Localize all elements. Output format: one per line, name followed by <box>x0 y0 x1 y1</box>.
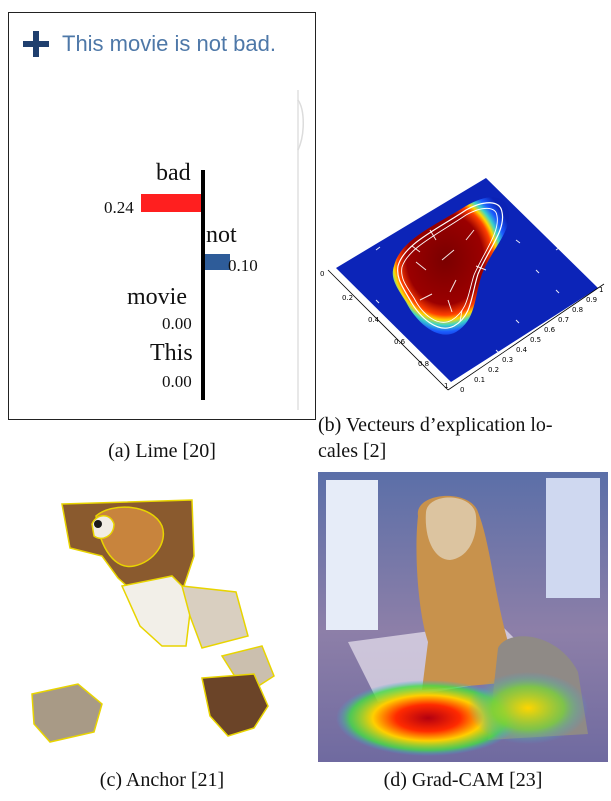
lime-value-movie: 0.00 <box>162 314 192 333</box>
anchor-dog-chest <box>120 575 193 647</box>
x-tick-1: 0.2 <box>342 294 353 302</box>
lime-value-not: 0.10 <box>228 256 258 275</box>
lime-word-movie: movie <box>127 284 187 310</box>
y-tick-3: 0.3 <box>502 356 513 364</box>
y-tick-1: 0.1 <box>474 376 485 384</box>
y-tick-8: 0.8 <box>572 306 583 314</box>
caption-b: (b) Vecteurs d’explication lo- cales [2] <box>318 412 610 464</box>
lime-panel <box>8 12 316 420</box>
heat-blob <box>392 197 510 335</box>
lime-value-bad: 0.24 <box>104 198 134 217</box>
caption-d: (d) Grad-CAM [23] <box>383 769 543 791</box>
caption-c: (c) Anchor [21] <box>99 769 225 791</box>
y-tick-7: 0.7 <box>558 316 569 324</box>
y-tick-6: 0.6 <box>544 326 556 334</box>
lime-word-not: not <box>206 222 237 248</box>
lime-value-this: 0.00 <box>162 372 192 391</box>
x-tick-3: 0.6 <box>394 338 406 346</box>
y-tick-4: 0.4 <box>516 346 528 354</box>
gradcam-heat-warm <box>468 672 588 744</box>
caption-b-line1: (b) Vecteurs d’explication lo- <box>318 414 553 436</box>
x-tick-0: 0 <box>320 270 324 278</box>
lime-bar-bad <box>141 194 201 212</box>
y-tick-10: 1 <box>599 286 603 294</box>
caption-a: (a) Lime [20] <box>108 440 216 462</box>
lime-axis <box>201 170 205 400</box>
anchor-patch-4 <box>31 683 103 743</box>
plus-icon <box>23 31 49 57</box>
contour-line-inner <box>401 207 498 323</box>
anchor-dog-image <box>31 499 275 743</box>
caption-b-line2: cales [2] <box>318 440 387 462</box>
axis-ticks: 0 0.2 0.4 0.6 0.8 1 0 0.1 0.2 0.3 0.4 0.… <box>320 270 603 394</box>
lime-word-this: This <box>150 340 193 366</box>
y-tick-5: 0.5 <box>530 336 541 344</box>
vector-field-plot: 0 0.2 0.4 0.6 0.8 1 0 0.1 0.2 0.3 0.4 0.… <box>320 178 605 394</box>
lime-sentence: This movie is not bad. <box>62 31 276 56</box>
contour-lines <box>397 202 504 329</box>
bulldog-face <box>425 497 477 560</box>
axis-lines <box>327 269 605 391</box>
panel-edge-decoration <box>297 90 304 410</box>
lime-word-bad: bad <box>156 160 191 186</box>
vector-arrows <box>375 229 560 354</box>
anchor-patch-1 <box>180 585 249 649</box>
x-tick-4: 0.8 <box>418 360 429 368</box>
y-tick-2: 0.2 <box>488 366 499 374</box>
lime-bar-not <box>205 254 230 270</box>
y-tick-9: 0.9 <box>586 296 597 304</box>
x-tick-2: 0.4 <box>368 316 380 324</box>
anchor-dog-nose <box>94 520 102 528</box>
x-tick-5: 1 <box>444 382 448 390</box>
lime-chart: bad 0.24 not 0.10 movie 0.00 This 0.00 <box>100 160 260 400</box>
anchor-patch-3 <box>201 673 269 737</box>
y-tick-0: 0 <box>460 386 464 394</box>
gradcam-image <box>318 472 608 762</box>
window-right <box>546 478 600 598</box>
lime-sentence-row: This movie is not bad. <box>22 30 276 58</box>
window-left <box>326 480 378 630</box>
